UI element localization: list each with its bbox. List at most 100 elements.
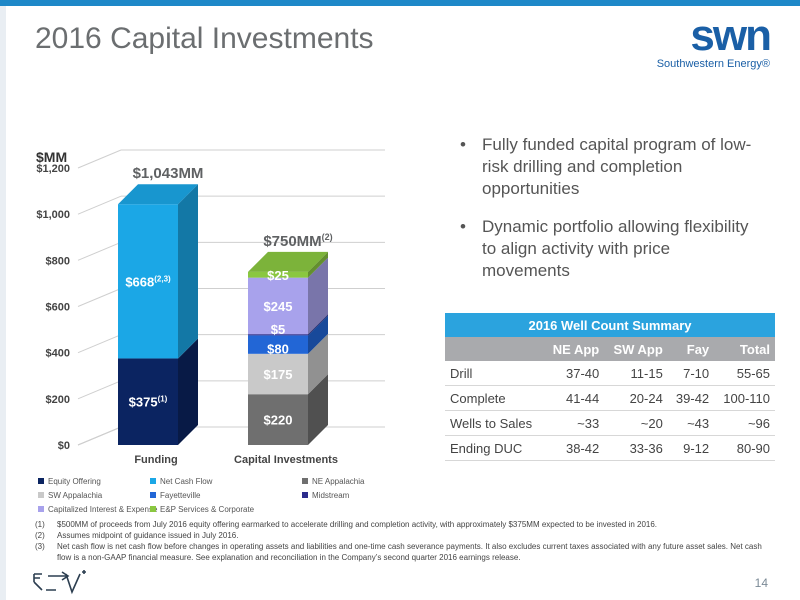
bar-segment [248, 394, 308, 445]
table-cell: 55-65 [714, 361, 775, 386]
bar-segment [248, 271, 308, 278]
bottom-logo-icon [28, 568, 94, 596]
legend-label: Midstream [312, 491, 350, 500]
gridline-diagonal [77, 195, 122, 215]
legend-swatch [302, 492, 308, 498]
footnotes: (1) $500MM of proceeds from July 2016 equ… [35, 519, 775, 563]
table-header-cell: SW App [604, 337, 668, 361]
y-tick-label: $0 [58, 440, 70, 452]
legend-swatch [38, 478, 44, 484]
table-row: Wells to Sales ~33 ~20 ~43 ~96 [445, 410, 775, 436]
table-cell: 37-40 [543, 361, 605, 386]
y-tick-label: $600 [46, 302, 70, 314]
row-label: Drill [445, 361, 544, 386]
legend-label: E&P Services & Corporate [160, 505, 255, 514]
y-tick-label: $1,000 [36, 209, 70, 221]
table-header-cell: NE App [543, 337, 605, 361]
bar-top-face [248, 251, 328, 272]
table-cell: 38-42 [543, 435, 605, 461]
well-count-table-caption: 2016 Well Count Summary [445, 313, 775, 337]
table-row: Drill 37-40 11-15 7-10 55-65 [445, 361, 775, 386]
table-row: Complete 41-44 20-24 39-42 100-110 [445, 385, 775, 411]
table-header-row: NE App SW App Fay Total [445, 337, 775, 361]
y-tick-label: $200 [46, 394, 70, 406]
bar-segment [118, 358, 178, 445]
bar-segment-side [308, 251, 328, 278]
data-label: $5 [271, 322, 285, 337]
footnote-number: (2) [35, 531, 45, 540]
table-cell: ~43 [667, 410, 715, 436]
x-category-label: Funding [134, 454, 177, 466]
bar-top-face [118, 184, 198, 205]
legend-swatch [150, 478, 156, 484]
bar-segment [248, 353, 308, 395]
table-cell: ~96 [714, 410, 775, 436]
bar-segment-side [308, 374, 328, 445]
company-logo: swn Southwestern Energy® [656, 11, 772, 71]
row-label: Complete [445, 385, 544, 411]
page-number: 14 [754, 576, 768, 590]
bar-segment [248, 335, 308, 354]
gridline-diagonal [77, 334, 122, 354]
table-cell: 41-44 [543, 385, 605, 411]
legend-swatch [150, 506, 156, 512]
bar-segment-side [178, 184, 198, 359]
legend-label: Equity Offering [48, 477, 101, 486]
footnote: (3) Net cash flow is net cash flow before… [35, 541, 775, 563]
bar-segment [118, 204, 178, 359]
footnote-number: (1) [35, 520, 45, 529]
table-header-cell: Total [714, 337, 775, 361]
total-label: $1,043MM [133, 165, 204, 182]
gridline-diagonal [77, 288, 122, 307]
y-unit-label: $MM [36, 149, 67, 165]
table-cell: 100-110 [714, 385, 775, 411]
table-cell: 7-10 [667, 361, 715, 386]
row-label: Wells to Sales [445, 410, 544, 436]
footnote-text: Assumes midpoint of guidance issued in J… [57, 531, 239, 540]
bullet-item: Fully funded capital program of low-risk… [460, 134, 760, 200]
well-count-table: 2016 Well Count Summary NE App SW App Fa… [445, 313, 775, 461]
bar-segment-side [308, 257, 328, 335]
table-cell: 20-24 [604, 385, 668, 411]
legend-label: Fayetteville [160, 491, 201, 500]
x-category-label: Capital Investments [234, 454, 338, 466]
legend-label: NE Appalachia [312, 477, 365, 486]
legend-label: Net Cash Flow [160, 477, 213, 486]
bar-segment-side [178, 338, 198, 445]
bar-segment-side [308, 315, 328, 354]
legend-swatch [150, 492, 156, 498]
bar-segment [248, 277, 308, 335]
table-cell: 9-12 [667, 435, 715, 461]
legend-swatch [302, 478, 308, 484]
table-row: Ending DUC 38-42 33-36 9-12 80-90 [445, 435, 775, 461]
data-label: $80 [267, 342, 289, 357]
gridline-diagonal [77, 380, 122, 400]
bar-segment-side [308, 333, 328, 395]
bullet-list: Fully funded capital program of low-risk… [460, 134, 760, 298]
top-accent-bar [0, 0, 800, 6]
y-tick-label: $1,200 [36, 163, 70, 175]
table-header-cell: Fay [667, 337, 715, 361]
table-cell: 80-90 [714, 435, 775, 461]
logo-wordmark: swn [690, 11, 772, 60]
legend-label: Capitalized Interest & Expense [48, 505, 158, 514]
data-label: $245 [264, 299, 293, 314]
gridline-diagonal [77, 241, 122, 261]
footnote: (2) Assumes midpoint of guidance issued i… [35, 530, 775, 541]
data-label: $175 [264, 367, 293, 382]
gridline-diagonal [77, 149, 122, 169]
legend-label: SW Appalachia [48, 491, 103, 500]
bullet-item: Dynamic portfolio allowing flexibility t… [460, 216, 760, 282]
total-label: $750MM(2) [263, 232, 332, 250]
data-label: $25 [267, 268, 289, 283]
footnote-number: (3) [35, 542, 45, 551]
table-cell: 11-15 [604, 361, 668, 386]
data-label: $220 [264, 413, 293, 428]
legend-swatch [38, 506, 44, 512]
footnote-text: $500MM of proceeds from July 2016 equity… [57, 520, 658, 529]
capital-investments-chart: $0 $200 $400 $600 $800 $1,000 $1,200$MM Funding… [36, 149, 385, 514]
y-tick-label: $800 [46, 255, 70, 267]
y-tick-label: $400 [46, 348, 70, 360]
logo-subtitle: Southwestern Energy® [656, 58, 770, 70]
table-cell: ~33 [543, 410, 605, 436]
